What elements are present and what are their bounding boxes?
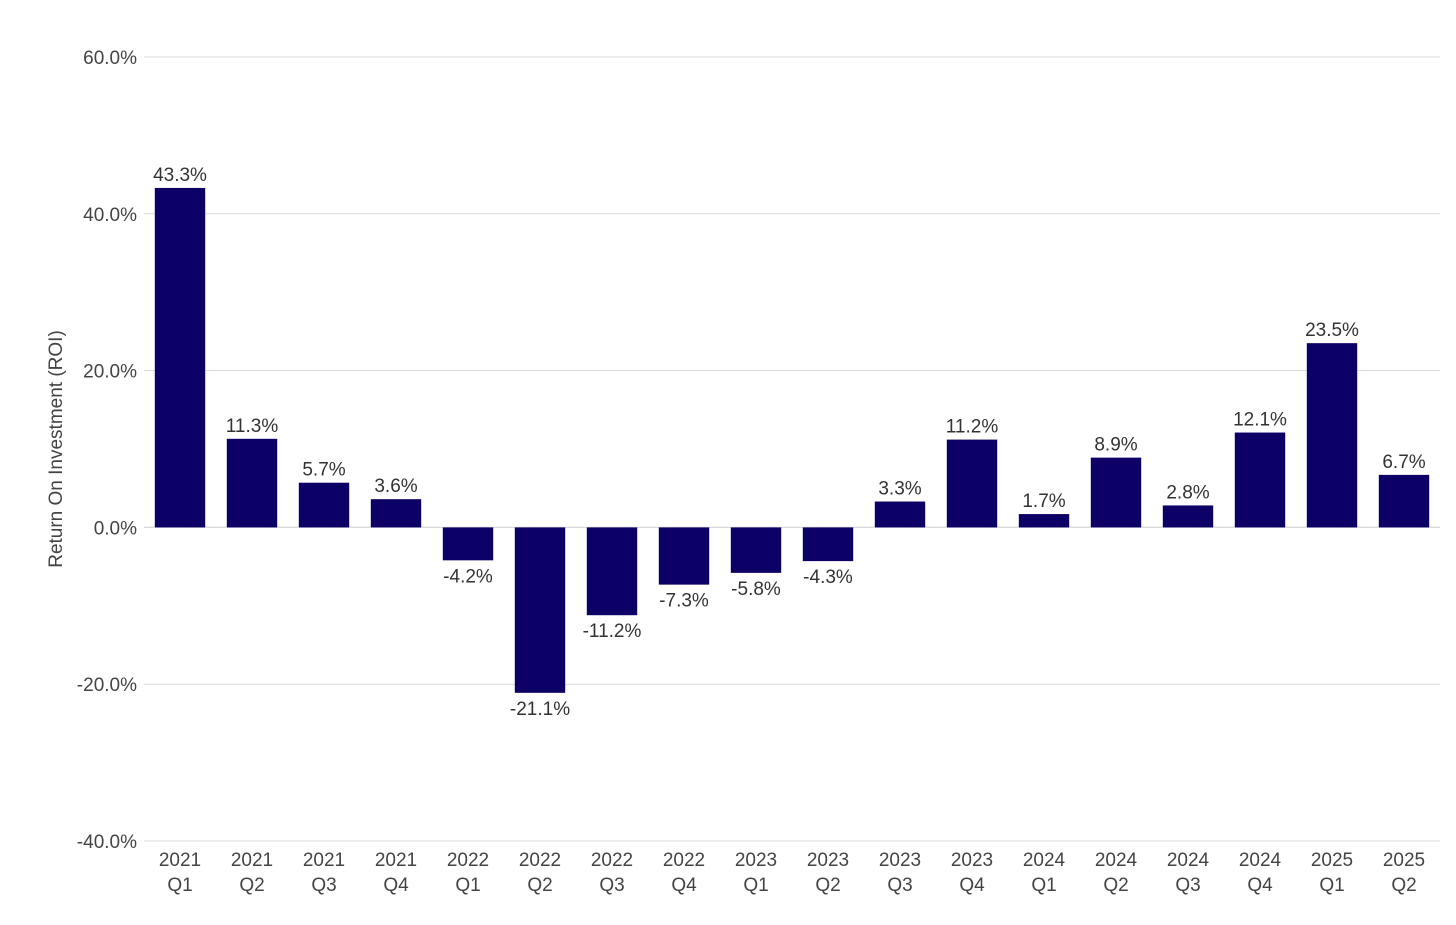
x-tick-label-year: 2021 [231, 850, 273, 871]
data-label: -21.1% [510, 699, 570, 720]
x-tick-label-quarter: Q1 [455, 875, 480, 896]
x-tick-label-quarter: Q3 [599, 875, 624, 896]
x-tick-label-year: 2021 [159, 850, 201, 871]
bar [226, 438, 278, 528]
bar [802, 527, 854, 562]
data-label: 2.8% [1166, 482, 1209, 503]
bar [1378, 474, 1430, 528]
x-tick-label-quarter: Q2 [815, 875, 840, 896]
gridlines [144, 56, 1440, 842]
data-label: -4.2% [443, 566, 493, 587]
x-tick-label-year: 2024 [1023, 850, 1066, 871]
bar [1234, 432, 1286, 528]
x-tick-label-quarter: Q2 [239, 875, 264, 896]
data-label: 6.7% [1382, 452, 1425, 473]
x-tick-label-year: 2024 [1239, 850, 1282, 871]
y-tick-label: 40.0% [83, 205, 137, 226]
bar [1306, 343, 1358, 528]
bar [1090, 457, 1142, 528]
x-tick-label-year: 2023 [735, 850, 777, 871]
x-tick-label-year: 2025 [1311, 850, 1353, 871]
y-tick-label: 60.0% [83, 48, 137, 69]
x-tick-label-year: 2024 [1095, 850, 1138, 871]
x-tick-label-year: 2023 [879, 850, 921, 871]
x-tick-label-year: 2022 [663, 850, 705, 871]
x-tick-label-year: 2022 [591, 850, 633, 871]
x-axis-ticks: 2021 Q1 2021 Q2 2021 Q3 2021 Q4 2022 Q1 2022 Q2 2022… [159, 850, 1425, 896]
x-tick-label-year: 2024 [1167, 850, 1210, 871]
x-tick-label-quarter: Q4 [959, 875, 985, 896]
data-label: -7.3% [659, 591, 709, 612]
y-tick-label: 20.0% [83, 362, 137, 383]
bar [442, 527, 494, 561]
x-tick-label-year: 2021 [375, 850, 417, 871]
y-axis-title: Return On Investment (ROI) [46, 330, 67, 568]
x-tick-label-quarter: Q3 [311, 875, 336, 896]
bar [586, 527, 638, 616]
bar [1162, 505, 1214, 528]
data-label: -5.8% [731, 579, 781, 600]
data-label: -11.2% [583, 621, 642, 642]
x-tick-label-quarter: Q4 [383, 875, 409, 896]
data-labels: 43.3% 11.3% 5.7% 3.6% -4.2% -21.1% -11.2% -7.3%… [153, 165, 1426, 720]
data-label: 3.6% [374, 476, 417, 497]
bar [1018, 514, 1070, 528]
data-label: 8.9% [1094, 435, 1137, 456]
bar [874, 501, 926, 528]
bar [730, 527, 782, 573]
bar [514, 527, 566, 693]
data-label: 11.3% [226, 416, 279, 437]
x-tick-label-quarter: Q1 [1319, 875, 1344, 896]
x-tick-label-year: 2021 [303, 850, 345, 871]
data-label: 5.7% [302, 460, 345, 481]
bar [154, 187, 206, 528]
bar [946, 439, 998, 528]
y-tick-label: -20.0% [77, 675, 137, 696]
x-tick-label-quarter: Q2 [1391, 875, 1416, 896]
x-tick-label-quarter: Q3 [887, 875, 912, 896]
bars [154, 187, 1430, 693]
x-tick-label-quarter: Q1 [1031, 875, 1056, 896]
bar [298, 482, 350, 528]
data-label: 12.1% [1233, 410, 1287, 431]
data-label: -4.3% [803, 567, 853, 588]
x-tick-label-quarter: Q4 [1247, 875, 1273, 896]
x-tick-label-year: 2023 [807, 850, 849, 871]
x-tick-label-year: 2023 [951, 850, 993, 871]
data-label: 23.5% [1305, 320, 1359, 341]
x-tick-label-quarter: Q2 [527, 875, 552, 896]
y-tick-label: -40.0% [77, 832, 137, 853]
data-label: 11.2% [946, 417, 999, 438]
x-tick-label-year: 2022 [519, 850, 561, 871]
x-tick-label-quarter: Q2 [1103, 875, 1128, 896]
x-tick-label-year: 2025 [1383, 850, 1425, 871]
x-tick-label-quarter: Q4 [671, 875, 697, 896]
bar [658, 527, 710, 585]
data-label: 3.3% [878, 479, 921, 500]
data-label: 43.3% [153, 165, 207, 186]
x-tick-label-quarter: Q1 [743, 875, 768, 896]
x-tick-label-quarter: Q1 [167, 875, 192, 896]
bar [370, 499, 422, 528]
y-axis-ticks: -40.0% -20.0% 0.0% 20.0% 40.0% 60.0% [77, 48, 137, 853]
y-tick-label: 0.0% [94, 518, 137, 539]
x-tick-label-quarter: Q3 [1175, 875, 1200, 896]
data-label: 1.7% [1022, 491, 1065, 512]
x-tick-label-year: 2022 [447, 850, 489, 871]
